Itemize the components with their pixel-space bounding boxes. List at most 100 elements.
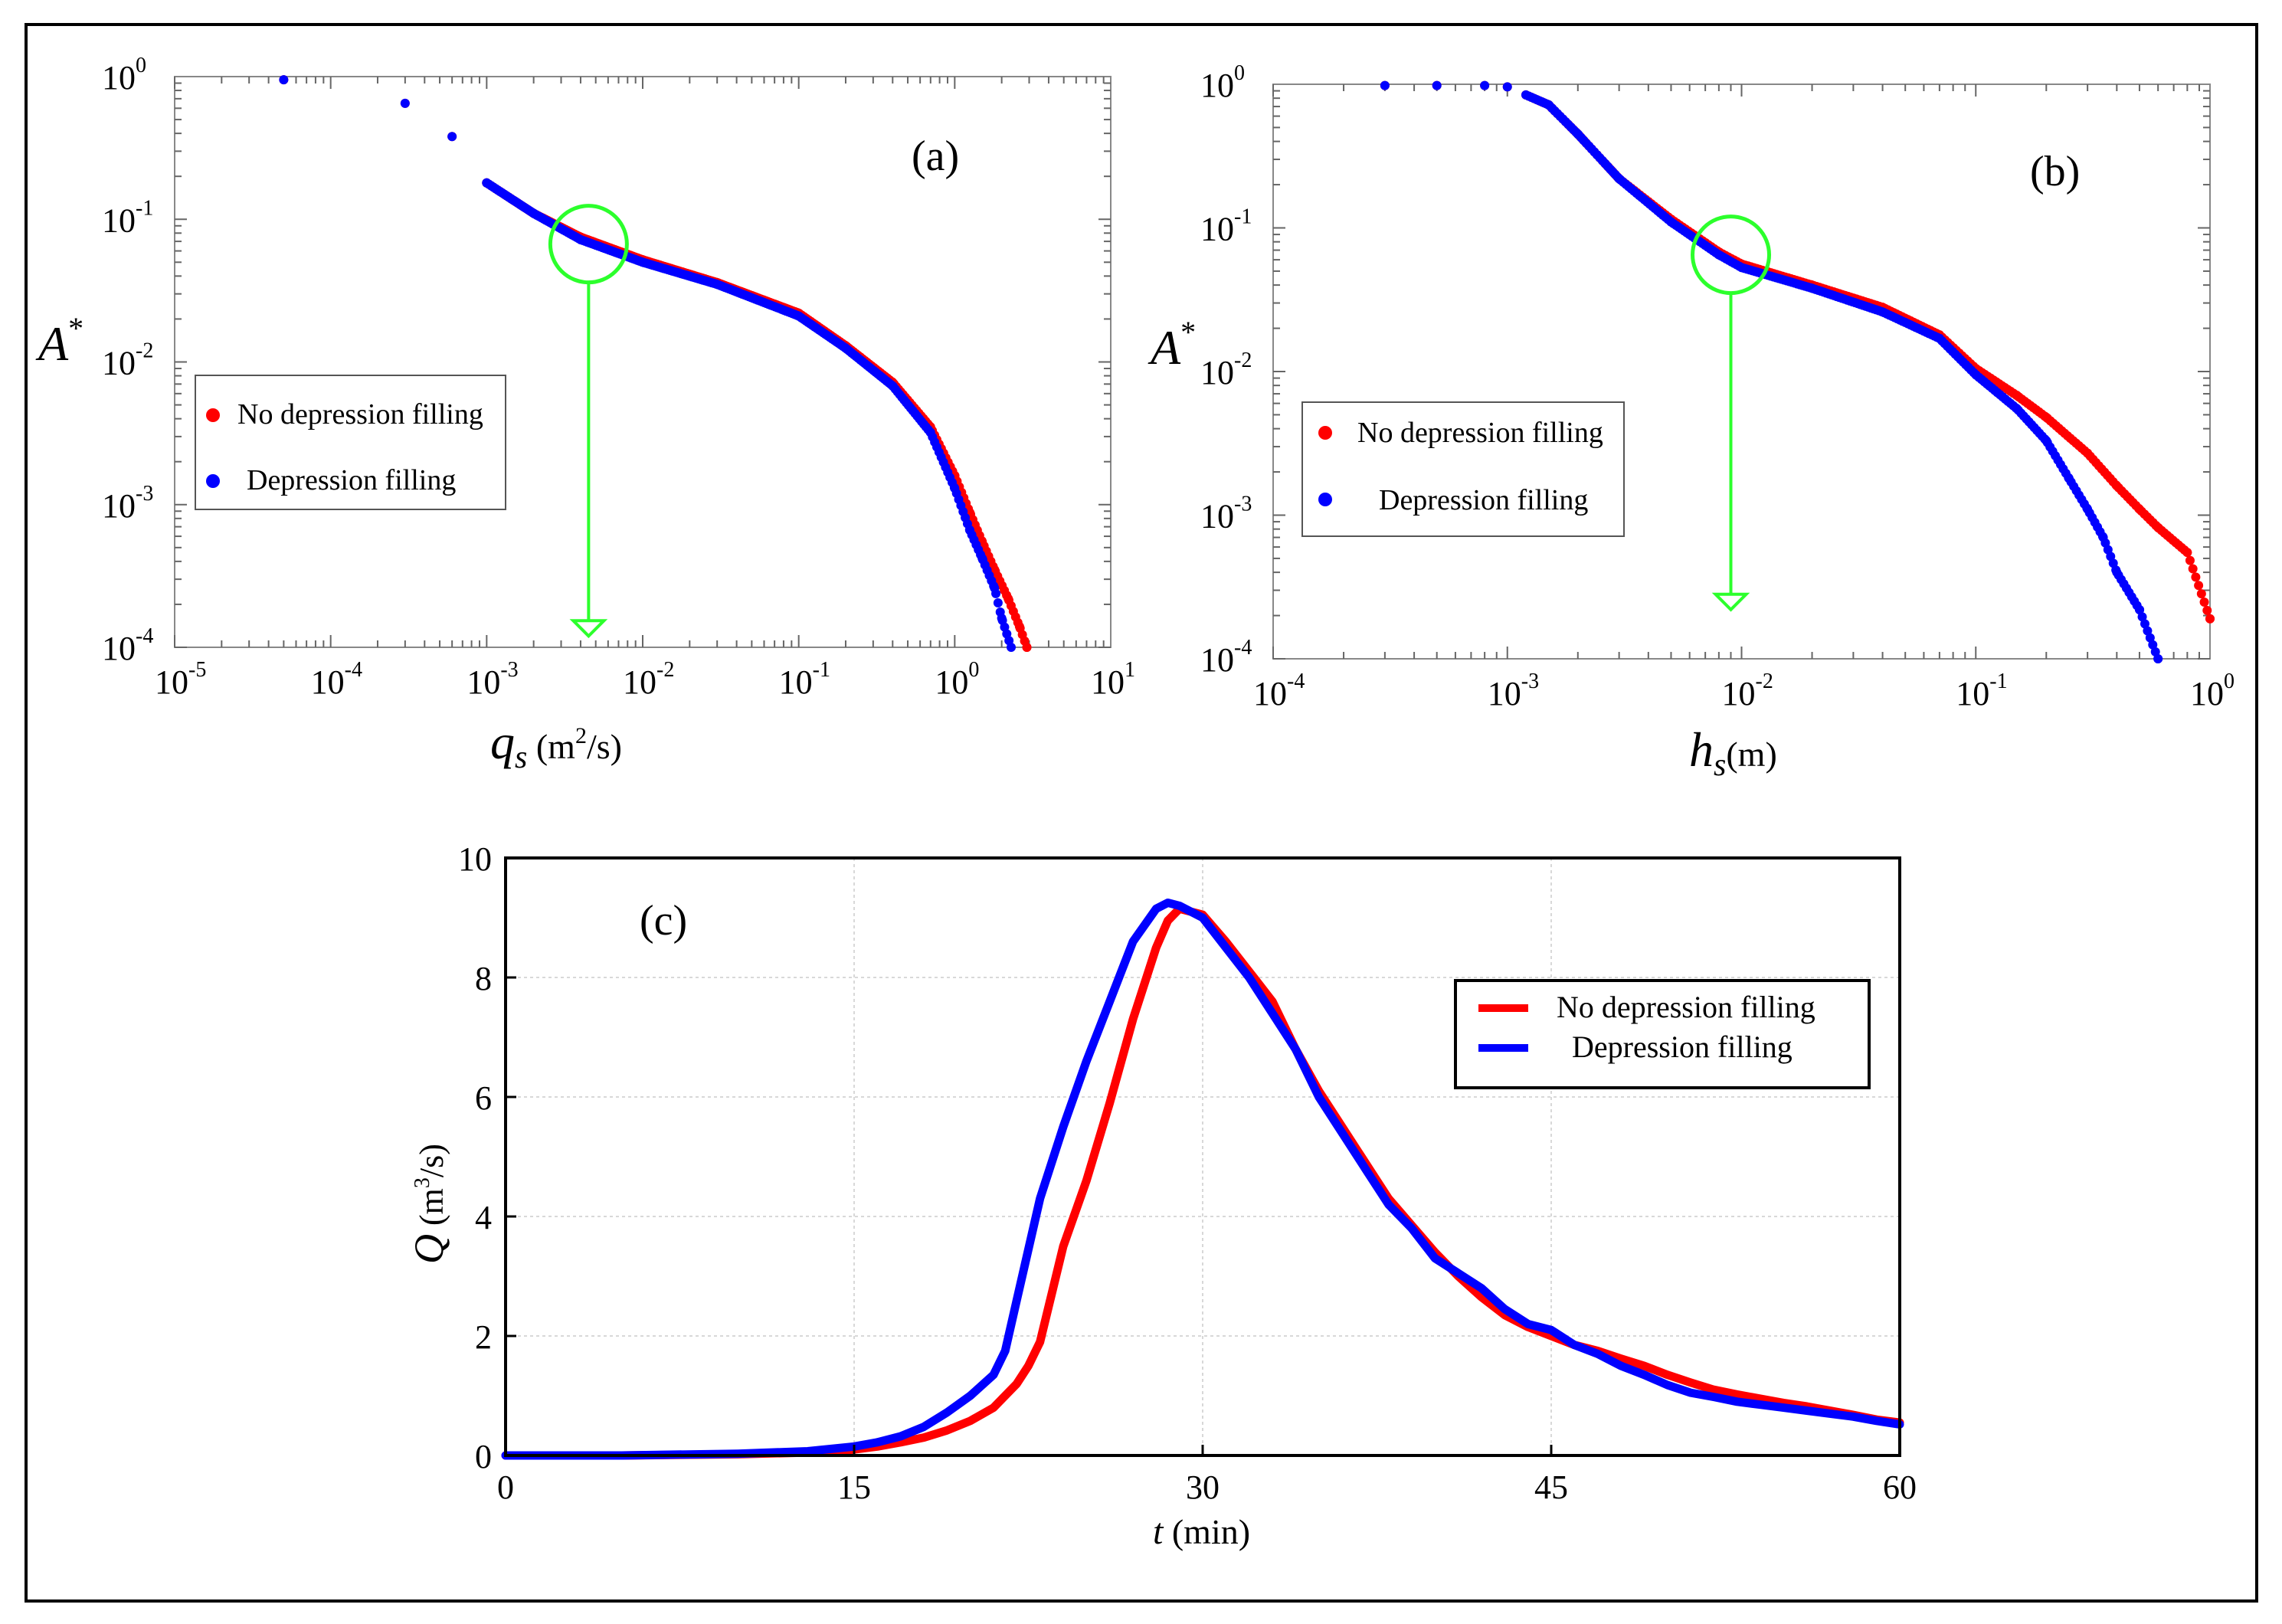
y-tick-label-c: 8 (475, 960, 492, 997)
data-point (279, 75, 289, 85)
y-axis-label-c: Q (m3/s) (406, 1144, 452, 1264)
data-point (2199, 597, 2209, 607)
data-point (2137, 612, 2147, 622)
legend-b: No depression filling Depression filling (1301, 401, 1625, 537)
y-axis-sup-a: * (68, 311, 83, 345)
data-point (1432, 80, 1442, 90)
x-tick-label-a: 10-3 (467, 658, 518, 701)
data-point (1022, 643, 1032, 652)
data-point (2153, 654, 2163, 663)
y-tick-labels-c: 0 2 4 6 8 10 (458, 840, 492, 1475)
legend-label-no-depression-a: No depression filling (237, 398, 483, 431)
arrow-head-a (569, 619, 608, 639)
panel-label-a: (a) (912, 133, 959, 180)
data-point (2143, 626, 2153, 636)
x-tick-label-a: 10-5 (155, 658, 206, 701)
data-point (2202, 605, 2212, 615)
y-tick-label-b: 100 (1200, 61, 1245, 104)
x-tick-label-a: 10-2 (623, 658, 674, 701)
y-tick-label-b: 10-3 (1200, 493, 1252, 535)
x-axis-label-a: qs (m2/s) (490, 715, 622, 775)
y-tick-label-a: 10-4 (102, 624, 153, 667)
y-axis-unit-c: (m (413, 1188, 450, 1234)
y-tick-labels-a: 100 10-1 10-2 10-3 10-4 (102, 54, 153, 667)
x-tick-label-c: 0 (497, 1468, 514, 1506)
x-axis-sub-a: s (515, 740, 527, 775)
x-tick-label-b: 10-2 (1722, 670, 1773, 712)
panel-label-b: (b) (2030, 148, 2080, 195)
y-axis-label-b: A* (1148, 315, 1196, 375)
legend-label-no-depression-c: No depression filling (1557, 990, 1815, 1024)
plot-frame-a (174, 76, 1112, 648)
data-point (2150, 647, 2160, 656)
data-point (1480, 80, 1490, 90)
y-tick-label-c: 10 (458, 840, 492, 878)
data-point (2188, 564, 2198, 574)
x-axis-symbol-c: t (1153, 1511, 1164, 1552)
data-point (989, 581, 999, 591)
y-axis-label-a: A* (35, 311, 83, 371)
data-point (2205, 614, 2215, 624)
plot-area-b (1272, 80, 2215, 663)
data-point (2140, 619, 2149, 629)
y-tick-label-a: 10-1 (102, 196, 153, 239)
legend-a: No depression filling Depression filling (195, 375, 506, 510)
data-point (1502, 82, 1512, 92)
data-point (2145, 633, 2155, 643)
y-tick-label-c: 4 (475, 1199, 492, 1236)
data-point (2194, 581, 2204, 591)
legend-marker-no-depression-b (1318, 426, 1332, 440)
legend-label-depression-a: Depression filling (247, 464, 456, 496)
y-axis-symbol-c: Q (406, 1234, 452, 1264)
panel-label-c: (c) (640, 897, 687, 945)
plot-frame-b (1272, 83, 2211, 660)
x-tick-labels-a: 10-5 10-4 10-3 10-2 10-1 100 101 (155, 658, 1135, 701)
x-tick-label-b: 10-4 (1253, 670, 1305, 712)
data-point (2182, 548, 2192, 558)
data-point (2135, 605, 2145, 615)
y-tick-label-b: 10-4 (1200, 636, 1252, 679)
series-depression-a (279, 75, 1017, 652)
y-axis-unit-post-c: /s) (413, 1144, 450, 1177)
data-point (2148, 640, 2158, 650)
x-tick-label-b: 100 (2190, 670, 2235, 712)
y-tick-labels-b: 100 10-1 10-2 10-3 10-4 (1200, 61, 1252, 679)
y-tick-label-c: 0 (475, 1438, 492, 1475)
y-tick-label-b: 10-1 (1200, 205, 1252, 248)
y-tick-label-a: 100 (102, 54, 146, 97)
x-axis-label-b: hs(m) (1689, 722, 1777, 783)
panel-b: (b) 10-4 10-3 10-2 10-1 100 10010-110-210-31… (1148, 61, 2235, 783)
legend-label-no-depression-b: No depression filling (1357, 417, 1603, 449)
y-tick-label-b: 10-2 (1200, 349, 1252, 391)
plot-bg-c (506, 858, 1900, 1455)
x-axis-symbol-b: h (1689, 722, 1714, 777)
series-depression-b (1380, 80, 2163, 663)
legend-box-c (1454, 979, 1871, 1089)
y-tick-label-a: 10-3 (102, 482, 153, 525)
x-axis-unit-post-a: /s) (587, 727, 622, 766)
x-tick-label-a: 10-4 (311, 658, 362, 701)
y-axis-unit-sup-c: 3 (411, 1177, 434, 1188)
x-tick-label-c: 30 (1186, 1468, 1220, 1506)
x-tick-labels-b: 10-4 10-3 10-2 10-1 100 (1253, 670, 2235, 712)
x-axis-label-c: t (min) (1153, 1511, 1250, 1552)
x-axis-unit-b: (m) (1726, 735, 1776, 774)
y-tick-label-a: 10-2 (102, 339, 153, 382)
data-point (2196, 589, 2206, 599)
x-tick-label-c: 60 (1883, 1468, 1917, 1506)
y-tick-label-c: 6 (475, 1079, 492, 1117)
x-tick-labels-c: 0 15 30 45 60 (497, 1468, 1917, 1506)
data-point (1380, 80, 1390, 90)
arrow-head-b (1711, 592, 1750, 612)
x-tick-label-b: 10-3 (1488, 670, 1539, 712)
x-axis-unit-c: (min) (1163, 1512, 1250, 1551)
y-tick-label-c: 2 (475, 1318, 492, 1356)
data-point (995, 607, 1005, 617)
data-point (993, 598, 1003, 607)
data-point (447, 132, 457, 142)
data-point (400, 98, 410, 108)
legend-c: No depression filling Depression filling (1454, 979, 1871, 1089)
legend-marker-no-depression-a (206, 408, 220, 422)
x-tick-label-b: 10-1 (1956, 670, 2007, 712)
